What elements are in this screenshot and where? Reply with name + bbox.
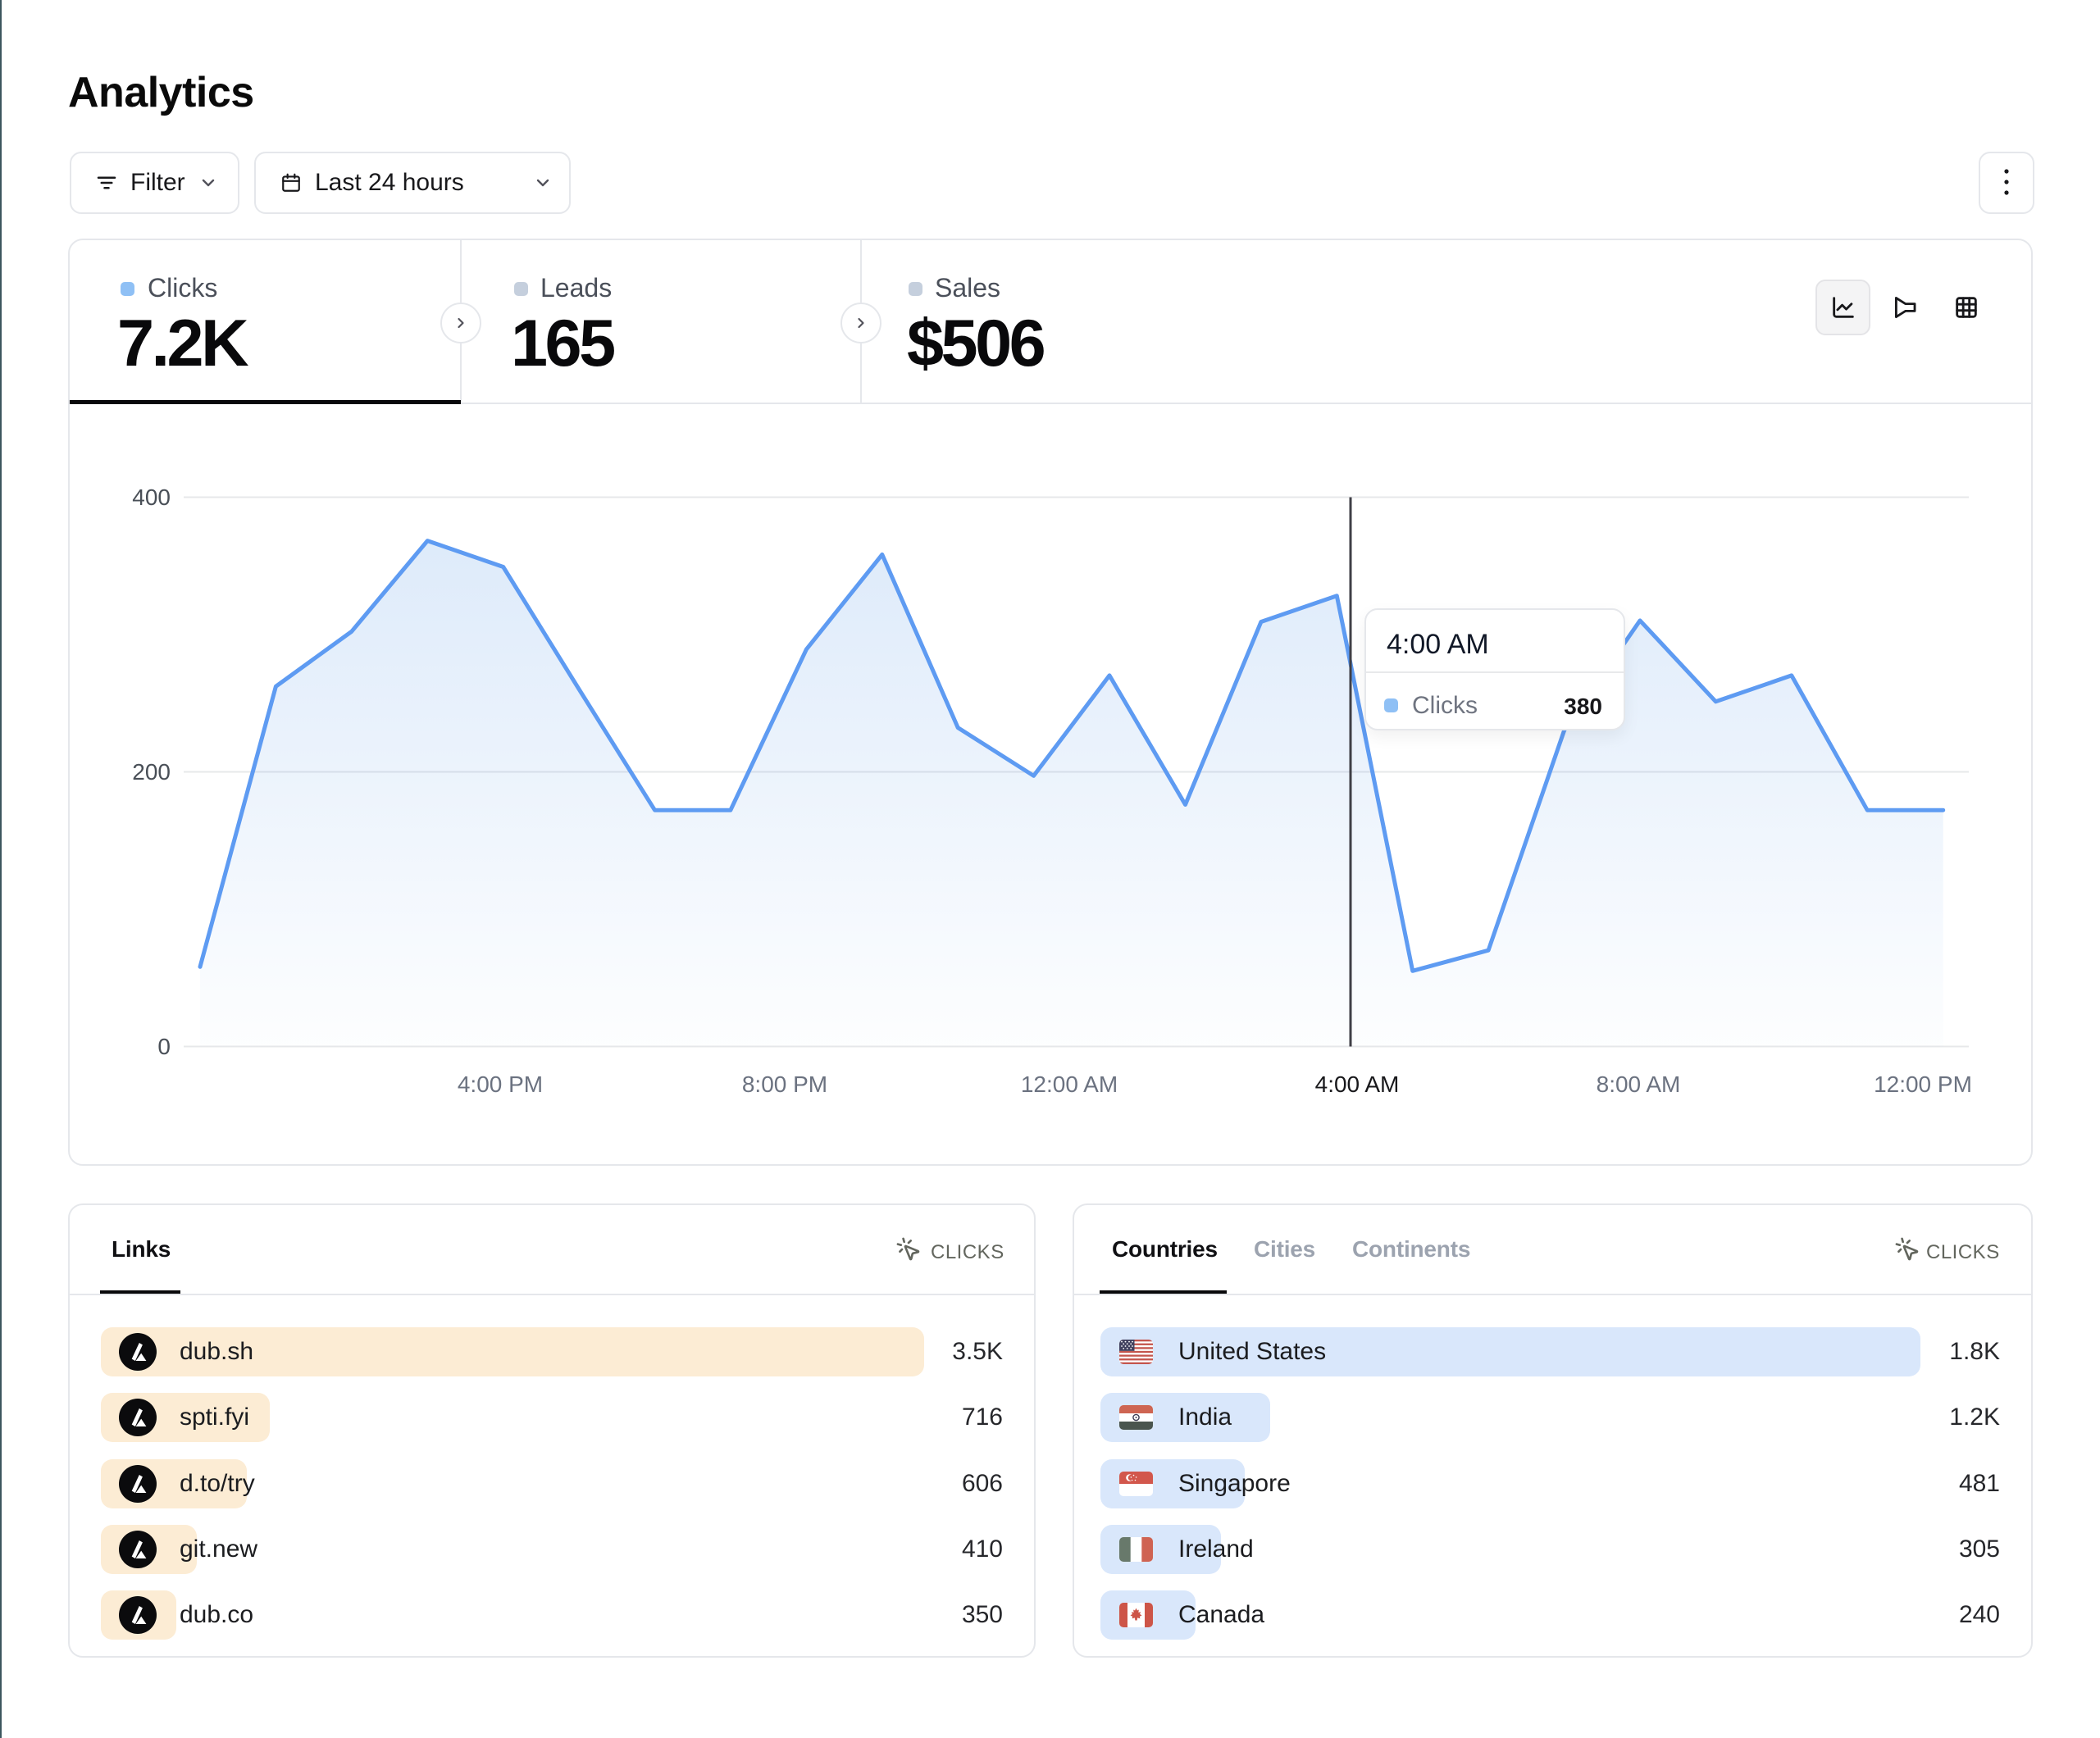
svg-text:4:00 AM: 4:00 AM [1315, 1071, 1400, 1097]
svg-text:4:00 PM: 4:00 PM [458, 1071, 543, 1097]
svg-text:8:00 AM: 8:00 AM [1597, 1071, 1681, 1097]
svg-text:12:00 AM: 12:00 AM [1021, 1071, 1118, 1097]
svg-text:0: 0 [157, 1034, 171, 1059]
svg-text:12:00 PM: 12:00 PM [1874, 1071, 1972, 1097]
svg-text:200: 200 [132, 759, 171, 785]
svg-text:400: 400 [132, 485, 171, 510]
svg-text:8:00 PM: 8:00 PM [742, 1071, 827, 1097]
